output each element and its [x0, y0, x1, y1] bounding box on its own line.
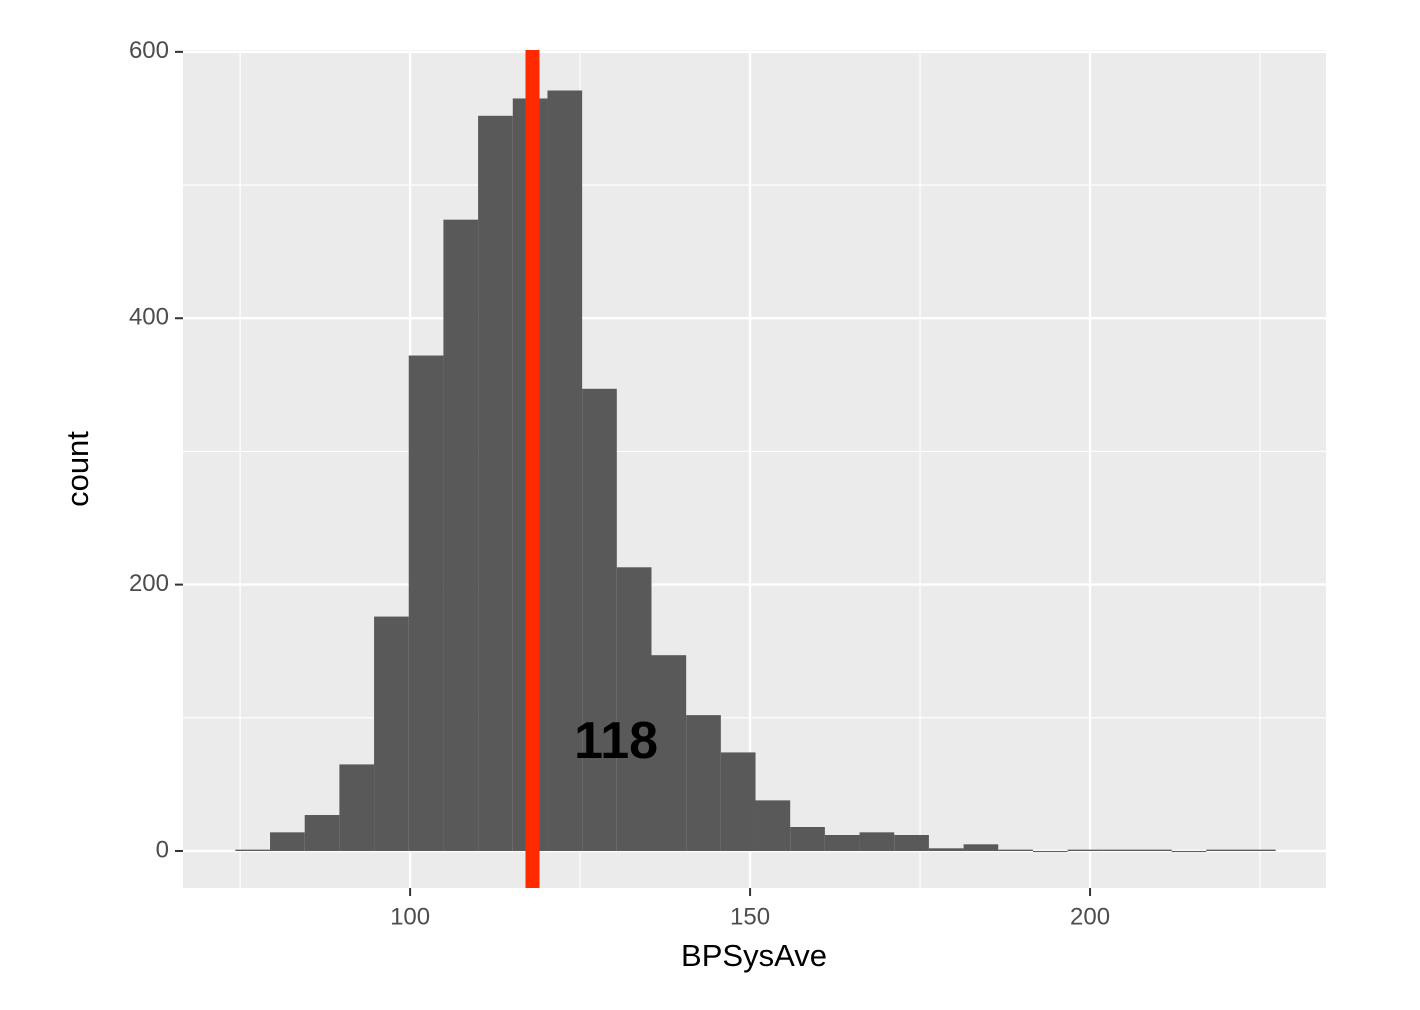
bar: [790, 827, 825, 851]
y-tick-label: 400: [129, 304, 169, 331]
bar: [686, 715, 721, 851]
y-axis-title: count: [60, 431, 95, 507]
bar: [270, 832, 305, 851]
x-tick-label: 150: [730, 903, 770, 930]
x-tick-label: 200: [1070, 903, 1110, 930]
bar: [547, 90, 583, 851]
bar: [374, 616, 409, 851]
panel-background: [183, 50, 1326, 888]
bar: [582, 388, 617, 851]
bar: [1171, 850, 1207, 852]
y-tick-label: 200: [129, 570, 169, 597]
bar: [1102, 849, 1137, 851]
bar: [1032, 850, 1068, 852]
bar: [720, 752, 756, 851]
bar: [616, 567, 652, 851]
bar: [928, 848, 964, 851]
y-tick-label: 600: [129, 37, 169, 64]
bar: [408, 355, 444, 851]
y-tick-label: 0: [156, 836, 169, 863]
bar: [235, 849, 271, 851]
bar: [894, 834, 929, 851]
bar: [1206, 849, 1242, 851]
bar: [859, 832, 895, 851]
bar: [478, 115, 513, 851]
bar: [824, 834, 860, 851]
bar: [998, 849, 1033, 851]
x-tick-label: 100: [390, 903, 430, 930]
bar: [1136, 849, 1172, 851]
bar: [443, 219, 479, 851]
bar: [755, 800, 791, 851]
annotation: 118: [574, 712, 658, 770]
x-axis-title: BPSysAve: [681, 938, 827, 973]
bar: [651, 655, 687, 851]
bar: [339, 764, 375, 851]
bar: [304, 815, 340, 851]
bar: [1241, 849, 1276, 851]
bar: [963, 844, 999, 851]
bar: [1067, 849, 1103, 851]
